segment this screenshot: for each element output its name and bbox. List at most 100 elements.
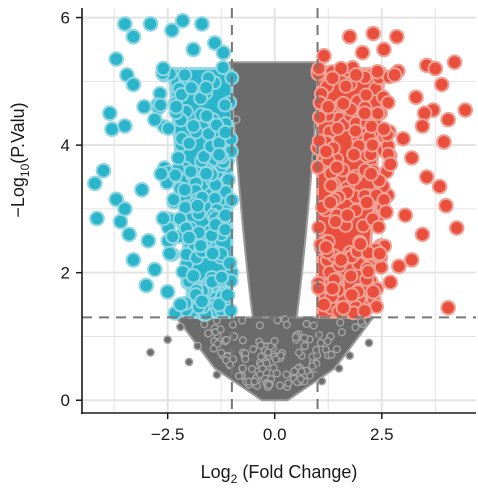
down-point: [155, 60, 172, 77]
y-axis-title-base: −Log: [8, 177, 28, 218]
up-point: [369, 63, 386, 80]
down-point: [172, 296, 189, 313]
down-point: [95, 162, 112, 179]
not-significant-point: [276, 351, 285, 360]
up-point: [363, 166, 379, 182]
x-tick-label: 2.5: [370, 425, 394, 444]
down-point: [117, 201, 133, 217]
not-significant-point: [357, 317, 366, 326]
up-point: [311, 109, 327, 125]
down-point: [221, 255, 238, 271]
down-point: [165, 229, 181, 245]
down-point: [140, 232, 157, 249]
down-point: [147, 261, 163, 278]
up-point: [324, 70, 341, 86]
up-point: [354, 44, 371, 61]
up-point: [346, 146, 362, 163]
down-point: [189, 197, 206, 214]
up-point: [343, 268, 359, 284]
not-significant-point: [238, 364, 247, 373]
down-point: [185, 118, 202, 134]
not-significant-point: [334, 364, 344, 373]
up-point: [316, 296, 332, 313]
down-point: [117, 16, 133, 32]
down-point: [185, 41, 202, 58]
down-point: [142, 16, 159, 32]
down-point: [87, 175, 103, 192]
down-point: [102, 105, 118, 122]
up-point: [376, 121, 392, 137]
down-point: [166, 192, 182, 208]
up-point: [318, 239, 334, 255]
down-point: [181, 229, 197, 246]
up-point: [330, 120, 346, 136]
up-point: [371, 245, 388, 262]
y-tick-label: 2: [61, 264, 70, 283]
up-point: [433, 76, 450, 93]
not-significant-point: [309, 321, 318, 330]
up-point: [438, 197, 454, 214]
up-point: [376, 192, 392, 208]
y-tick-label: 4: [61, 136, 70, 155]
not-significant-point: [308, 361, 317, 371]
not-significant-point: [345, 351, 355, 360]
down-point: [217, 124, 234, 141]
down-point: [108, 51, 125, 67]
down-point: [159, 284, 176, 300]
down-point: [167, 167, 183, 183]
up-point: [335, 299, 352, 316]
not-significant-point: [263, 348, 273, 357]
not-significant-point: [184, 357, 194, 367]
up-point: [414, 118, 431, 134]
up-point: [391, 258, 407, 275]
y-tick-label: 0: [61, 391, 70, 410]
down-point: [164, 22, 180, 39]
y-tick-label: 6: [61, 9, 70, 28]
down-point: [215, 44, 232, 61]
up-point: [395, 130, 411, 147]
down-point: [185, 268, 202, 284]
not-significant-point: [255, 370, 265, 379]
up-point: [333, 60, 349, 77]
up-point: [360, 264, 376, 280]
up-point: [365, 25, 382, 42]
up-point: [457, 102, 474, 118]
down-point: [198, 166, 214, 182]
up-point: [414, 226, 431, 243]
x-axis-title-subscript: 2: [231, 472, 238, 486]
up-point: [386, 67, 403, 83]
x-axis-title-rest: (Fold Change): [237, 462, 357, 482]
not-significant-point: [336, 318, 345, 327]
up-point: [397, 207, 414, 224]
up-point: [327, 214, 343, 230]
down-point: [176, 181, 193, 198]
not-significant-point: [351, 323, 360, 332]
up-point: [311, 60, 327, 76]
up-point: [329, 159, 345, 176]
not-significant-point: [241, 354, 250, 364]
down-point: [211, 146, 227, 163]
not-significant-point: [316, 338, 325, 348]
down-point: [215, 60, 231, 76]
x-tick-label: −2.5: [151, 425, 185, 444]
not-significant-point: [300, 341, 310, 351]
down-point: [173, 87, 189, 103]
up-point: [446, 54, 463, 71]
up-point: [358, 87, 374, 103]
up-point: [440, 299, 456, 316]
not-significant-point: [146, 348, 155, 357]
up-point: [339, 207, 356, 224]
up-point: [341, 28, 358, 45]
x-axis-title: Log2 (Fold Change): [201, 462, 358, 486]
down-point: [138, 277, 155, 294]
down-point: [155, 210, 172, 227]
down-point: [198, 79, 214, 96]
not-significant-points: [146, 61, 376, 402]
not-significant-point: [256, 352, 266, 361]
not-significant-point: [291, 333, 300, 342]
not-significant-point: [238, 336, 248, 345]
down-point: [153, 166, 170, 182]
up-point: [403, 252, 420, 268]
downregulated-points: [87, 12, 240, 322]
x-tick-label: 0.0: [263, 425, 287, 444]
